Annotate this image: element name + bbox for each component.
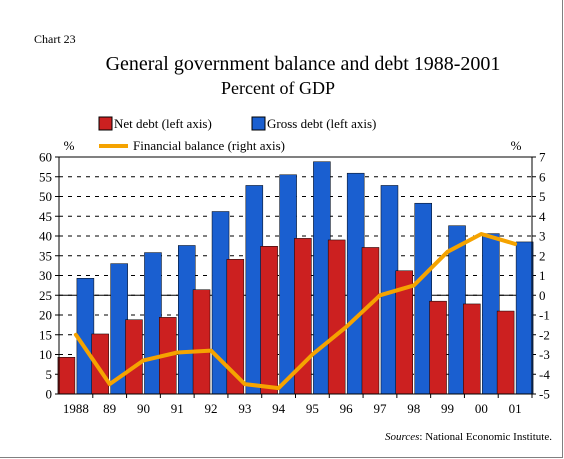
right-axis-tick-label: -1 <box>539 308 550 323</box>
gross-debt-bar <box>515 241 534 395</box>
x-axis-tick-label: 98 <box>407 401 420 416</box>
chart-title: General government balance and debt 1988… <box>106 53 501 75</box>
right-axis-tick-label: 6 <box>539 169 546 184</box>
x-axis-tick-label: 93 <box>238 401 251 416</box>
net-debt-bar <box>496 310 515 395</box>
net-debt-bar <box>125 319 143 395</box>
right-axis-tick-label: -3 <box>539 347 550 362</box>
gross-debt-bar <box>313 161 331 395</box>
gross-debt-bar <box>76 278 95 395</box>
left-axis-tick-label: 25 <box>39 288 52 303</box>
left-axis-tick-label: 50 <box>39 189 52 204</box>
x-axis-tick-label: 91 <box>171 401 184 416</box>
x-axis-tick-label: 01 <box>509 401 522 416</box>
left-axis-tick-label: 10 <box>39 347 52 362</box>
net-debt-bar <box>463 303 481 395</box>
left-axis-tick-label: 60 <box>39 150 52 165</box>
right-axis-tick-label: 3 <box>539 229 546 244</box>
right-axis-unit: % <box>511 138 522 153</box>
net-debt-bar <box>192 289 211 395</box>
left-axis-tick-label: 0 <box>46 387 53 402</box>
legend-label-gross-debt: Gross debt (left axis) <box>267 116 376 131</box>
legend-swatch-net-debt <box>98 116 113 131</box>
left-axis-tick-label: 45 <box>39 209 52 224</box>
source-note: Sources: National Economic Institute. <box>385 431 552 443</box>
x-axis-tick-label: 1988 <box>63 401 89 416</box>
right-axis-tick-label: 5 <box>539 189 546 204</box>
x-axis-tick-label: 90 <box>137 401 150 416</box>
x-axis-tick-label: 96 <box>340 401 354 416</box>
net-debt-bar <box>327 239 346 395</box>
x-axis-tick-label: 99 <box>441 401 454 416</box>
gross-debt-bar <box>346 172 365 395</box>
x-axis-tick-label: 94 <box>272 401 286 416</box>
x-axis-tick-label: 00 <box>475 401 488 416</box>
net-debt-bar <box>260 246 278 395</box>
gross-debt-bar <box>144 252 162 395</box>
left-axis-unit: % <box>64 138 75 153</box>
left-axis-tick-label: 40 <box>39 229 52 244</box>
legend-label-net-debt: Net debt (left axis) <box>114 116 212 131</box>
x-axis-tick-label: 89 <box>103 401 116 416</box>
x-axis-tick-label: 95 <box>306 401 319 416</box>
gross-debt-bar <box>414 202 432 395</box>
left-axis-tick-label: 15 <box>39 327 52 342</box>
net-debt-bar <box>429 300 447 395</box>
gross-debt-bar <box>178 245 196 395</box>
legend-label-financial-balance: Financial balance (right axis) <box>133 138 285 153</box>
right-axis-tick-label: -5 <box>539 387 550 402</box>
x-axis-tick-label: 92 <box>205 401 218 416</box>
left-axis-tick-label: 35 <box>39 248 52 263</box>
x-axis-tick-label: 97 <box>373 401 387 416</box>
left-axis-tick-label: 5 <box>46 367 53 382</box>
gross-debt-bar <box>245 185 264 395</box>
right-axis-tick-label: 7 <box>539 150 546 165</box>
chart-subtitle: Percent of GDP <box>221 78 335 98</box>
right-axis-tick-label: 1 <box>539 268 546 283</box>
gross-debt-bar <box>279 174 297 395</box>
right-axis-tick-label: 0 <box>539 288 546 303</box>
plot-area: 051015202530354045505560-5-4-3-2-1012345… <box>39 150 550 417</box>
left-axis-tick-label: 55 <box>39 169 52 184</box>
financial-balance-line <box>73 232 518 391</box>
source-text: : National Economic Institute. <box>419 431 552 443</box>
right-axis-tick-label: 4 <box>539 209 546 224</box>
gross-debt-bar <box>482 233 500 395</box>
right-axis-tick-label: 2 <box>539 248 546 263</box>
chart-number-label: Chart 23 <box>34 32 76 46</box>
left-axis-tick-label: 30 <box>39 268 52 283</box>
net-debt-bar <box>57 357 76 395</box>
left-axis-tick-label: 20 <box>39 308 52 323</box>
right-axis-tick-label: -2 <box>539 327 550 342</box>
net-debt-bar <box>361 247 380 395</box>
legend-swatch-gross-debt <box>251 116 266 131</box>
source-prefix: Sources <box>385 431 419 443</box>
right-axis-tick-label: -4 <box>539 367 550 382</box>
